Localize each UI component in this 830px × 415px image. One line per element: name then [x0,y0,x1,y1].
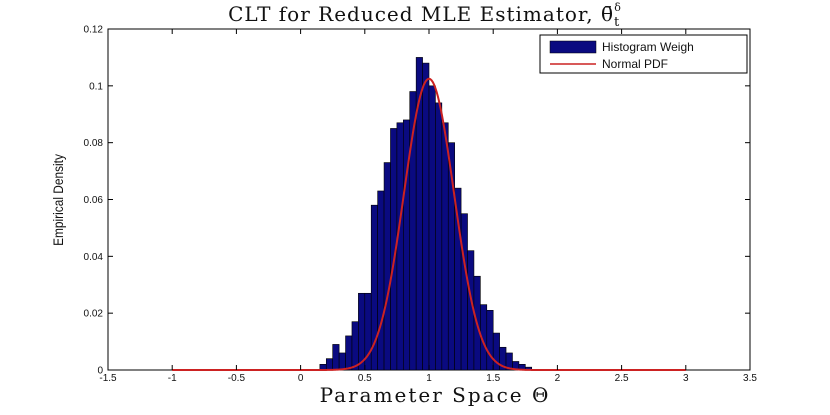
y-tick-label: 0.08 [84,138,104,149]
legend-swatch-histogram [549,40,597,54]
x-tick-label: 0 [298,373,304,384]
y-tick-label: 0.1 [89,81,103,92]
x-tick-label: 3 [683,373,689,384]
y-axis-label: Empirical Density [50,154,66,246]
histogram-bar [422,62,430,371]
histogram-bar [435,102,443,371]
x-tick-label: -1 [168,373,177,384]
x-tick-label: 1 [426,373,432,384]
histogram-bar [332,344,340,371]
chart-title-main: CLT for Reduced MLE Estimator, θ̄ [228,2,614,26]
histogram-bar [396,122,404,371]
histogram-bar [338,352,346,371]
y-axis-ticks: 0 0.02 0.04 0.06 0.08 0.1 0.12 [84,25,750,377]
histogram-bar [415,57,423,371]
x-axis-ticks: -1.5 -1 -0.5 0 0.5 1 1.5 2 2.5 3 3.5 [99,29,757,384]
histogram-bar [345,335,353,371]
x-tick-label: -0.5 [228,373,246,384]
chart-title-sup: δ [614,1,622,14]
y-tick-label: 0 [97,366,103,377]
legend-label-normal-pdf: Normal PDF [602,57,668,71]
y-tick-label: 0.02 [84,309,104,320]
histogram-bar [351,321,359,371]
histogram-bar [325,358,333,371]
legend-label-histogram: Histogram Weigh [602,40,694,54]
x-tick-label: 2.5 [615,373,629,384]
x-tick-label: 1.5 [486,373,500,384]
y-tick-label: 0.06 [84,195,104,206]
histogram-bar [441,122,449,371]
x-tick-label: 3.5 [743,373,757,384]
normal-pdf-curve-group [172,77,686,371]
histogram-bar [358,292,366,371]
x-tick-label: -1.5 [99,373,117,384]
histogram-bar [460,213,468,371]
y-tick-label: 0.12 [84,25,104,36]
x-axis-label: Parameter Space Θ [320,383,551,407]
histogram-bar [383,162,391,371]
histogram-bar [486,310,494,371]
normal-pdf-line [172,77,686,371]
histogram-bars [319,57,533,371]
x-tick-label: 2 [555,373,561,384]
x-tick-label: 0.5 [358,373,372,384]
y-tick-label: 0.04 [84,252,104,263]
chart-title: CLT for Reduced MLE Estimator, θ̄tδ [228,1,622,30]
legend: Histogram Weigh Normal PDF [539,34,748,74]
histogram-bar [428,85,436,371]
histogram-bar [377,190,385,371]
chart-title-sub: t [614,15,620,30]
